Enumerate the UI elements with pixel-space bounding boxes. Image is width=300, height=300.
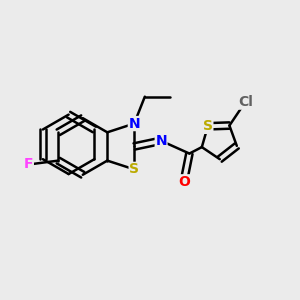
Text: N: N — [155, 134, 167, 148]
Text: S: S — [129, 162, 139, 176]
Text: O: O — [178, 175, 190, 189]
Text: N: N — [128, 117, 140, 130]
Text: S: S — [203, 119, 213, 133]
Text: F: F — [24, 157, 33, 171]
Text: Cl: Cl — [238, 95, 253, 109]
